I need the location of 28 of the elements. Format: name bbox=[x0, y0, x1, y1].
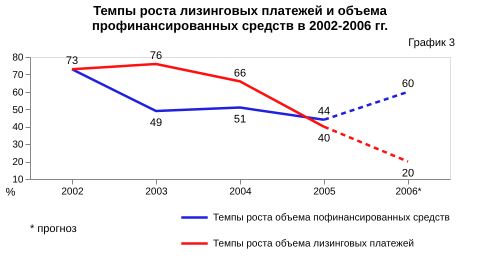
data-label: 66 bbox=[234, 67, 246, 80]
y-tick-label: 10 bbox=[12, 174, 24, 186]
data-label: 44 bbox=[318, 106, 330, 118]
legend-label: Темпы роста объема лизинговых платежей bbox=[213, 238, 414, 250]
x-tick-label: 2002 bbox=[61, 186, 84, 198]
y-tick-label: 30 bbox=[12, 140, 24, 151]
text: * прогноз bbox=[30, 223, 77, 235]
x-tick-label: 2006* bbox=[395, 186, 422, 198]
y-tick-label: 40 bbox=[12, 122, 24, 134]
y-tick-label: 20 bbox=[12, 157, 24, 168]
legend-label: Темпы роста объема пофинансированных средств bbox=[213, 212, 450, 224]
text: График 3 bbox=[408, 37, 455, 49]
y-tick-label: 60 bbox=[12, 87, 24, 98]
data-label: 20 bbox=[402, 168, 414, 180]
data-label: 76 bbox=[150, 50, 162, 62]
x-tick-label: 2003 bbox=[145, 186, 168, 198]
y-tick-label: 80 bbox=[12, 52, 24, 64]
y-axis-title: % bbox=[6, 186, 16, 198]
y-tick-label: 50 bbox=[12, 104, 24, 116]
data-label: 73 bbox=[66, 55, 78, 68]
x-tick-label: 2004 bbox=[229, 186, 252, 198]
data-label: 60 bbox=[402, 78, 414, 90]
data-label: 40 bbox=[318, 132, 330, 145]
y-tick-label: 70 bbox=[12, 70, 24, 81]
x-tick-label: 2005 bbox=[313, 186, 336, 198]
chart-title: Темпы роста лизинговых платежей и объема профинансированных средств в 2002-2006 гг. bbox=[92, 3, 388, 33]
data-label: 49 bbox=[150, 117, 162, 130]
data-label: 51 bbox=[234, 114, 246, 126]
